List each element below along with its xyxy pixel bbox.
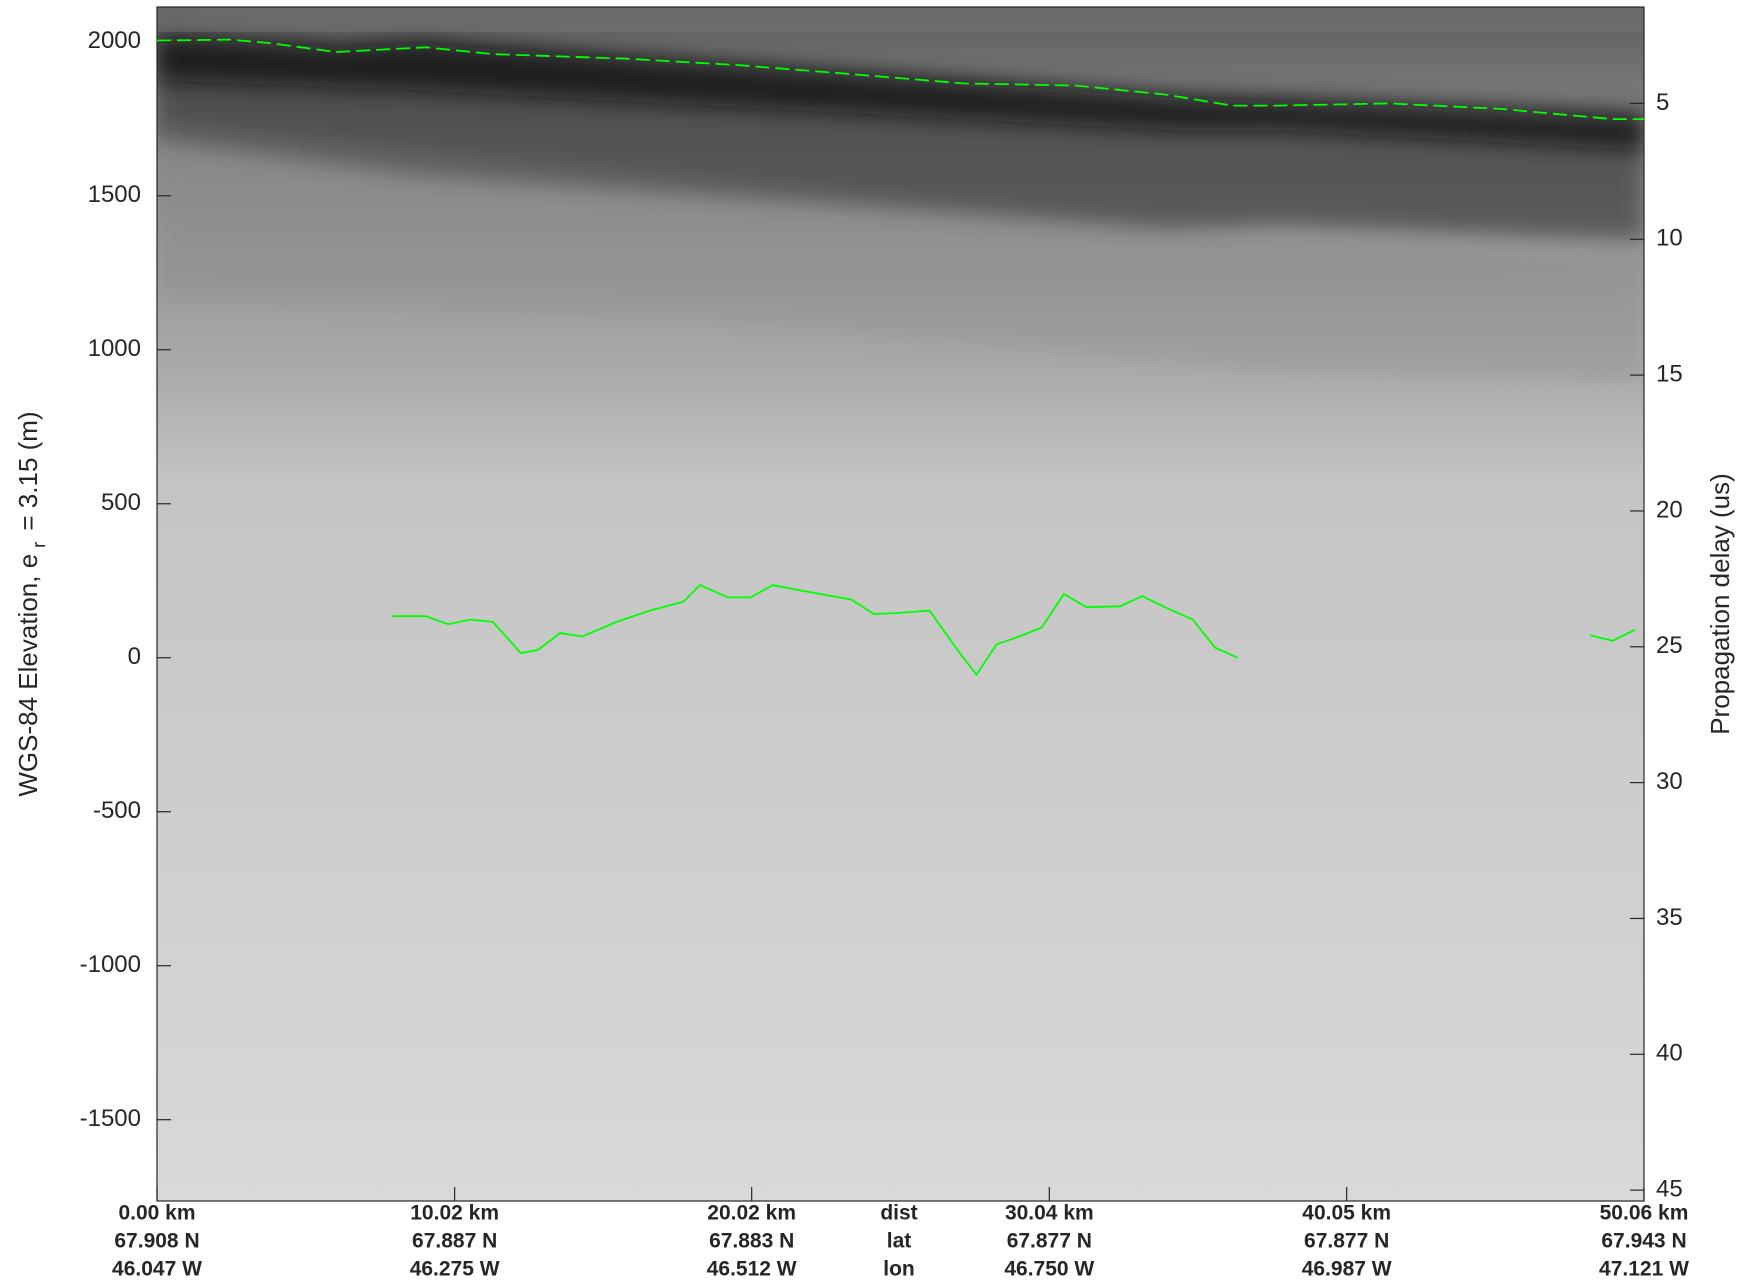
plot-frame <box>156 6 1645 1202</box>
y-tick-label: 500 <box>101 489 141 516</box>
lon-label: 46.987 W <box>1302 1258 1392 1280</box>
echogram <box>157 7 1644 1201</box>
y2-axis-title: Propagation delay (us) <box>1705 473 1735 735</box>
x-tick-label: 40.05 km <box>1302 1202 1391 1225</box>
pick-line <box>392 584 1636 677</box>
lat-label: 67.943 N <box>1601 1230 1686 1253</box>
x-tick-label: 30.04 km <box>1005 1202 1094 1225</box>
x-tick-label: 50.06 km <box>1600 1202 1689 1225</box>
y2-tick-label: 10 <box>1656 225 1683 252</box>
x-tick-label: 10.02 km <box>410 1202 499 1225</box>
row-label: lon <box>883 1258 915 1280</box>
y2-tick-label: 30 <box>1656 768 1683 795</box>
lon-label: 46.047 W <box>112 1258 202 1280</box>
y-tick-label: -1500 <box>80 1105 141 1132</box>
lat-label: 67.883 N <box>709 1230 794 1253</box>
y-tick-label: -1000 <box>80 951 141 978</box>
lat-label: 67.908 N <box>114 1230 199 1253</box>
y-tick-label: 1500 <box>88 181 141 208</box>
x-tick-label: 20.02 km <box>707 1202 796 1225</box>
lon-label: 47.121 W <box>1599 1258 1689 1280</box>
lat-label: 67.877 N <box>1304 1230 1389 1253</box>
y-axis-title: WGS-84 Elevation, er = 3.15 (m) <box>13 411 49 796</box>
y2-tick-label: 35 <box>1656 904 1683 931</box>
x-tick-label: 0.00 km <box>118 1202 195 1225</box>
y2-tick-label: 45 <box>1656 1175 1683 1202</box>
y2-tick-label: 15 <box>1656 360 1683 387</box>
pick-line <box>157 38 1644 120</box>
y2-tick-label: 20 <box>1656 496 1683 523</box>
y-tick-label: -500 <box>93 797 141 824</box>
lat-label: 67.887 N <box>412 1230 497 1253</box>
lat-label: 67.877 N <box>1007 1230 1092 1253</box>
y2-tick-label: 40 <box>1656 1040 1683 1067</box>
y2-tick-label: 25 <box>1656 632 1683 659</box>
row-label: dist <box>880 1202 917 1225</box>
y2-tick-label: 5 <box>1656 89 1669 116</box>
row-label: lat <box>887 1230 912 1253</box>
y-tick-label: 0 <box>128 643 141 670</box>
y-tick-label: 2000 <box>88 27 141 54</box>
y-tick-label: 1000 <box>88 335 141 362</box>
lon-label: 46.750 W <box>1004 1258 1094 1280</box>
lon-label: 46.275 W <box>410 1258 500 1280</box>
lon-label: 46.512 W <box>707 1258 797 1280</box>
